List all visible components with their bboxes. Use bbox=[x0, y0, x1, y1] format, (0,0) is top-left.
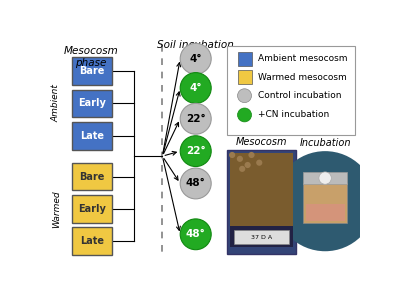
Text: Late: Late bbox=[80, 131, 104, 141]
Bar bbox=[72, 163, 112, 190]
Bar bbox=[72, 89, 112, 117]
Text: 22°: 22° bbox=[186, 114, 206, 124]
Circle shape bbox=[244, 162, 251, 168]
Bar bbox=[72, 195, 112, 223]
Text: Incubation: Incubation bbox=[299, 138, 351, 148]
Circle shape bbox=[180, 219, 211, 250]
Text: Late: Late bbox=[80, 236, 104, 246]
Bar bbox=[304, 172, 347, 184]
Bar bbox=[238, 52, 252, 66]
Bar bbox=[304, 183, 347, 223]
Bar bbox=[238, 70, 252, 84]
Bar bbox=[227, 150, 296, 254]
Text: 22°: 22° bbox=[186, 146, 206, 156]
Text: Control incubation: Control incubation bbox=[258, 91, 341, 100]
Circle shape bbox=[239, 166, 245, 172]
Circle shape bbox=[319, 172, 331, 184]
Text: +CN incubation: +CN incubation bbox=[258, 110, 329, 119]
Bar bbox=[306, 204, 344, 221]
Bar bbox=[72, 228, 112, 255]
Text: Warmed mesocosm: Warmed mesocosm bbox=[258, 73, 346, 82]
Circle shape bbox=[180, 43, 211, 74]
Text: Mesocosm
phase: Mesocosm phase bbox=[64, 46, 118, 68]
Bar bbox=[227, 46, 354, 135]
Circle shape bbox=[180, 72, 211, 103]
Bar bbox=[72, 122, 112, 150]
Circle shape bbox=[238, 89, 252, 103]
Bar bbox=[230, 153, 293, 226]
Text: Bare: Bare bbox=[79, 66, 104, 76]
Circle shape bbox=[180, 168, 211, 199]
Text: Bare: Bare bbox=[79, 172, 104, 181]
Text: Warmed: Warmed bbox=[52, 190, 61, 228]
Circle shape bbox=[180, 136, 211, 167]
Text: Mesocosm: Mesocosm bbox=[236, 137, 287, 146]
Circle shape bbox=[238, 108, 252, 122]
Circle shape bbox=[275, 151, 376, 251]
Text: 4°: 4° bbox=[190, 54, 202, 64]
Bar bbox=[234, 230, 289, 244]
Bar bbox=[230, 226, 293, 247]
Text: 48°: 48° bbox=[186, 178, 206, 189]
Text: 4°: 4° bbox=[190, 83, 202, 93]
Bar bbox=[72, 57, 112, 85]
Text: 37 D A: 37 D A bbox=[251, 235, 272, 240]
Text: Soil incubation
phase: Soil incubation phase bbox=[157, 40, 234, 62]
Text: Ambient: Ambient bbox=[52, 84, 61, 122]
Text: Early: Early bbox=[78, 98, 106, 108]
Circle shape bbox=[180, 103, 211, 134]
Text: Early: Early bbox=[78, 204, 106, 214]
Circle shape bbox=[229, 152, 235, 158]
Circle shape bbox=[256, 159, 262, 166]
Text: 48°: 48° bbox=[186, 229, 206, 239]
Circle shape bbox=[248, 152, 254, 158]
Text: Ambient mesocosm: Ambient mesocosm bbox=[258, 54, 347, 63]
Circle shape bbox=[237, 156, 243, 162]
